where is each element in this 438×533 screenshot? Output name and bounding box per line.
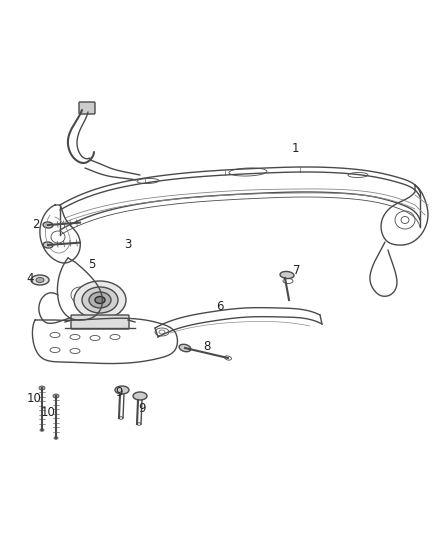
- Text: 1: 1: [291, 141, 299, 155]
- Ellipse shape: [82, 287, 118, 313]
- Text: 7: 7: [293, 263, 301, 277]
- Text: 4: 4: [26, 272, 34, 286]
- Ellipse shape: [43, 222, 53, 228]
- Text: 3: 3: [124, 238, 132, 251]
- Ellipse shape: [53, 394, 59, 398]
- Ellipse shape: [133, 392, 147, 400]
- Ellipse shape: [89, 292, 111, 308]
- Ellipse shape: [115, 386, 129, 394]
- Text: 5: 5: [88, 257, 95, 271]
- Ellipse shape: [74, 281, 126, 319]
- Text: 10: 10: [41, 406, 56, 418]
- Ellipse shape: [39, 386, 45, 390]
- Text: 6: 6: [216, 300, 224, 312]
- Ellipse shape: [95, 296, 105, 303]
- FancyBboxPatch shape: [79, 102, 95, 114]
- Text: 9: 9: [115, 386, 123, 400]
- Ellipse shape: [43, 242, 53, 248]
- Ellipse shape: [179, 344, 191, 352]
- Ellipse shape: [31, 275, 49, 285]
- Ellipse shape: [280, 271, 294, 279]
- Text: 9: 9: [138, 401, 146, 415]
- Text: 10: 10: [27, 392, 42, 405]
- Ellipse shape: [36, 278, 44, 282]
- Text: 2: 2: [32, 219, 40, 231]
- Text: 8: 8: [203, 340, 211, 352]
- FancyBboxPatch shape: [71, 315, 129, 329]
